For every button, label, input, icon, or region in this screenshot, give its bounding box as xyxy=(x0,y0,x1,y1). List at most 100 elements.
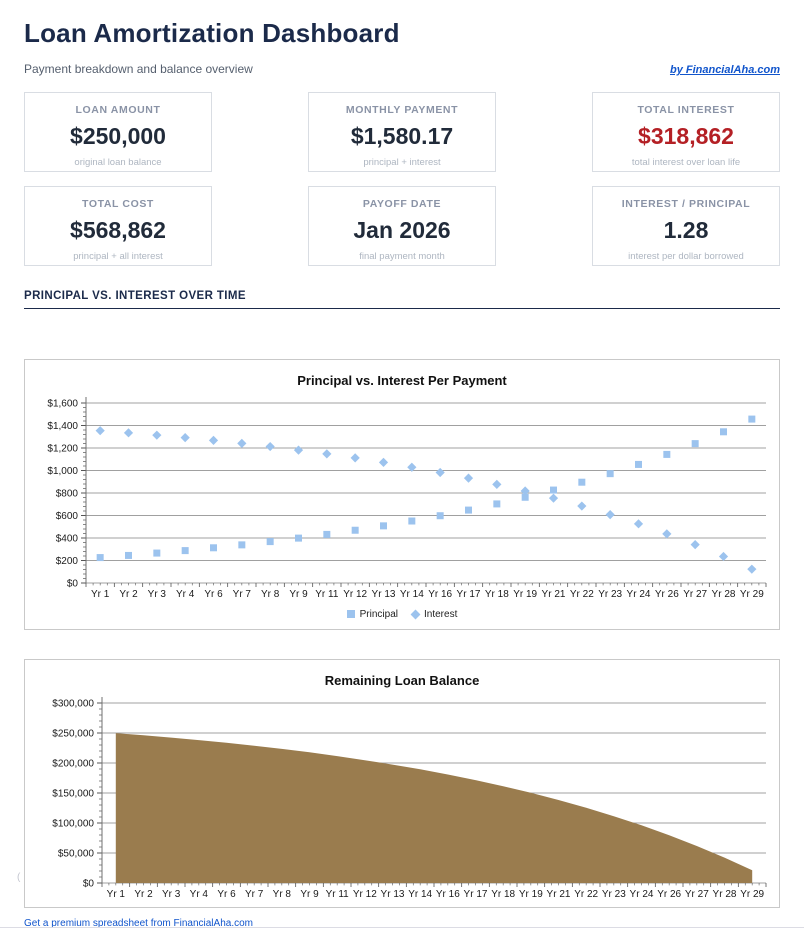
svg-text:$100,000: $100,000 xyxy=(52,819,94,830)
svg-text:$300,000: $300,000 xyxy=(52,699,94,710)
svg-text:Yr 12: Yr 12 xyxy=(343,589,367,600)
svg-text:Yr 3: Yr 3 xyxy=(148,589,167,600)
stat-label: TOTAL COST xyxy=(82,198,154,210)
svg-text:Yr 29: Yr 29 xyxy=(740,889,764,900)
payment-scatter-chart: $0 $200 $400 $600 $800 $1,000 $1,200 $1,400 $1,6… xyxy=(47,397,767,600)
svg-text:Yr 1: Yr 1 xyxy=(107,889,126,900)
svg-text:Yr 6: Yr 6 xyxy=(217,889,236,900)
stat-value: 1.28 xyxy=(663,217,709,243)
stat-value: Jan 2026 xyxy=(353,217,451,243)
page-subtitle: Payment breakdown and balance overview xyxy=(24,62,253,76)
svg-text:Yr 11: Yr 11 xyxy=(315,589,339,600)
footer-link[interactable]: Get a premium spreadsheet from Financial… xyxy=(24,918,253,929)
svg-text:Yr 22: Yr 22 xyxy=(574,889,598,900)
svg-text:Yr 14: Yr 14 xyxy=(400,589,424,600)
stat-sub: interest per dollar borrowed xyxy=(628,251,744,262)
svg-text:$800: $800 xyxy=(56,489,79,500)
byline-link[interactable]: by FinancialAha.com xyxy=(669,64,780,76)
svg-text:$1,000: $1,000 xyxy=(47,466,78,477)
stat-sub: principal + all interest xyxy=(73,251,163,262)
stat-sub: final payment month xyxy=(359,251,445,262)
legend-item-principal: Principal xyxy=(346,608,398,620)
svg-text:Yr 26: Yr 26 xyxy=(655,589,679,600)
svg-text:Yr 2: Yr 2 xyxy=(119,589,138,600)
payment-chart-title: Principal vs. Interest Per Payment xyxy=(297,373,507,388)
svg-text:Yr 23: Yr 23 xyxy=(602,889,626,900)
svg-text:$600: $600 xyxy=(56,511,79,522)
stat-card-interest-ratio: INTEREST / PRINCIPAL 1.28 interest per d… xyxy=(592,186,780,266)
svg-text:Yr 27: Yr 27 xyxy=(685,889,709,900)
svg-text:Yr 21: Yr 21 xyxy=(547,889,571,900)
stat-label: MONTHLY PAYMENT xyxy=(345,104,459,116)
svg-text:Yr 6: Yr 6 xyxy=(204,589,223,600)
bottom-hairline xyxy=(0,927,804,928)
stat-card-payoff-date: PAYOFF DATE Jan 2026 final payment month xyxy=(308,186,496,266)
svg-text:Yr 24: Yr 24 xyxy=(627,589,651,600)
legend-label: Interest xyxy=(424,608,458,620)
svg-text:Yr 19: Yr 19 xyxy=(519,889,543,900)
stat-sub: principal + interest xyxy=(363,157,441,168)
balance-chart-card: Remaining Loan Balance $0 $50,000 $100,000… xyxy=(24,659,780,908)
svg-text:Yr 9: Yr 9 xyxy=(300,889,319,900)
section-header: PRINCIPAL VS. INTEREST OVER TIME xyxy=(24,290,780,309)
legend-label: Principal xyxy=(359,608,398,620)
stats-grid: LOAN AMOUNT $250,000 original loan balan… xyxy=(24,92,780,266)
svg-text:Yr 1: Yr 1 xyxy=(91,589,110,600)
svg-text:$50,000: $50,000 xyxy=(58,849,95,860)
svg-text:Yr 7: Yr 7 xyxy=(233,589,252,600)
legend-diamond-icon xyxy=(410,609,421,619)
svg-text:Yr 22: Yr 22 xyxy=(570,589,594,600)
svg-text:$200,000: $200,000 xyxy=(52,759,94,770)
stat-label: INTEREST / PRINCIPAL xyxy=(621,198,751,210)
legend-item-interest: Interest xyxy=(410,608,458,620)
stat-card-total-cost: TOTAL COST $568,862 principal + all inte… xyxy=(24,186,212,266)
svg-text:Yr 18: Yr 18 xyxy=(491,889,515,900)
chart-legend: Principal Interest xyxy=(29,603,775,625)
section-divider xyxy=(24,308,780,309)
svg-text:Yr 8: Yr 8 xyxy=(261,589,280,600)
svg-text:Yr 13: Yr 13 xyxy=(381,889,405,900)
svg-text:Yr 21: Yr 21 xyxy=(542,589,566,600)
svg-text:$400: $400 xyxy=(56,534,79,545)
svg-text:Yr 9: Yr 9 xyxy=(289,589,308,600)
svg-text:Yr 17: Yr 17 xyxy=(464,889,488,900)
svg-text:Yr 23: Yr 23 xyxy=(598,589,622,600)
svg-text:Yr 28: Yr 28 xyxy=(712,589,736,600)
svg-text:$1,200: $1,200 xyxy=(47,444,78,455)
stat-label: LOAN AMOUNT xyxy=(75,104,161,116)
svg-text:$250,000: $250,000 xyxy=(52,729,94,740)
svg-text:$0: $0 xyxy=(67,579,79,590)
svg-text:Yr 3: Yr 3 xyxy=(162,889,181,900)
svg-text:Yr 19: Yr 19 xyxy=(513,589,537,600)
payment-chart-card: Principal vs. Interest Per Payment $0 $20… xyxy=(24,359,780,630)
stat-sub: original loan balance xyxy=(74,157,162,168)
svg-text:$1,400: $1,400 xyxy=(47,421,78,432)
stray-character: ( xyxy=(17,872,21,883)
section-title: PRINCIPAL VS. INTEREST OVER TIME xyxy=(24,290,246,302)
svg-text:Yr 7: Yr 7 xyxy=(245,889,264,900)
svg-text:Yr 14: Yr 14 xyxy=(408,889,432,900)
svg-text:Yr 11: Yr 11 xyxy=(326,889,350,900)
svg-text:Yr 29: Yr 29 xyxy=(740,589,764,600)
balance-area-chart: $0 $50,000 $100,000 $150,000 $200,000 $250,00… xyxy=(52,697,767,900)
svg-text:$150,000: $150,000 xyxy=(52,789,94,800)
balance-chart-title: Remaining Loan Balance xyxy=(324,673,480,688)
svg-text:Yr 27: Yr 27 xyxy=(683,589,707,600)
svg-text:Yr 8: Yr 8 xyxy=(273,889,292,900)
legend-square-icon xyxy=(346,610,355,618)
stat-value: $250,000 xyxy=(70,123,166,149)
svg-text:Yr 17: Yr 17 xyxy=(457,589,481,600)
svg-text:Yr 13: Yr 13 xyxy=(372,589,396,600)
svg-text:Yr 26: Yr 26 xyxy=(657,889,681,900)
svg-text:Yr 24: Yr 24 xyxy=(630,889,654,900)
subtitle-row: Payment breakdown and balance overview b… xyxy=(24,62,780,76)
svg-text:$1,600: $1,600 xyxy=(47,399,78,410)
stat-label: TOTAL INTEREST xyxy=(637,104,735,116)
svg-text:Yr 16: Yr 16 xyxy=(428,589,452,600)
svg-text:Yr 4: Yr 4 xyxy=(176,589,195,600)
svg-text:Yr 12: Yr 12 xyxy=(353,889,377,900)
stat-card-total-interest: TOTAL INTEREST $318,862 total interest o… xyxy=(592,92,780,172)
svg-text:Yr 2: Yr 2 xyxy=(134,889,153,900)
stat-sub: total interest over loan life xyxy=(631,157,741,168)
